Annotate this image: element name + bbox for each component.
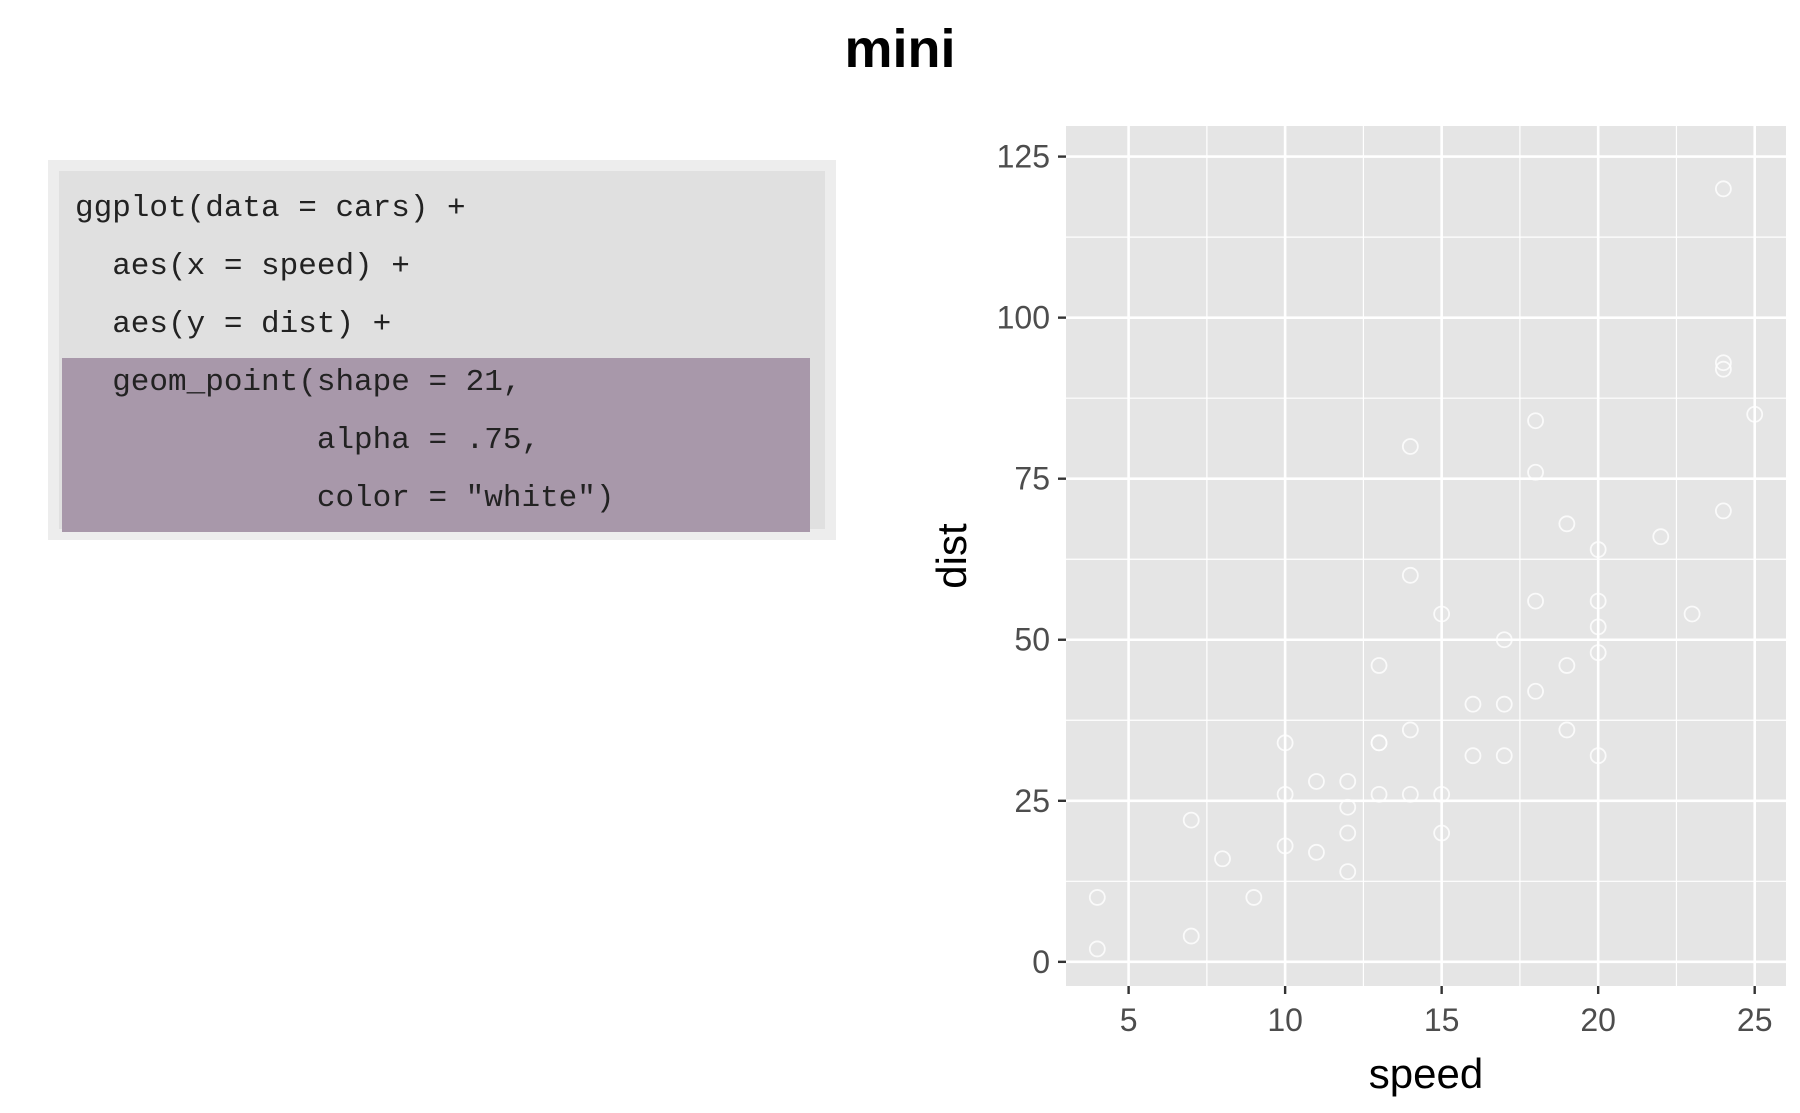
- data-point: [1527, 412, 1544, 430]
- data-point: [1401, 785, 1419, 803]
- data-point: [1495, 631, 1513, 649]
- code-line: ggplot(data = cars) +: [75, 191, 466, 226]
- plot-panel: [1066, 126, 1786, 986]
- data-point: [1088, 940, 1106, 958]
- data-point: [1589, 592, 1607, 610]
- data-point: [1714, 180, 1732, 198]
- code-panel: ggplot(data = cars) + aes(x = speed) + a…: [48, 160, 836, 540]
- data-point: [1714, 354, 1732, 372]
- data-point: [1339, 798, 1357, 816]
- data-point: [1464, 695, 1482, 713]
- data-point: [1558, 515, 1576, 533]
- data-point: [1276, 837, 1294, 855]
- data-point: [1214, 850, 1231, 868]
- data-point: [1589, 541, 1607, 558]
- data-point: [1182, 811, 1200, 829]
- data-point: [1370, 657, 1388, 674]
- data-point: [1276, 785, 1294, 803]
- data-point: [1276, 734, 1294, 752]
- y-axis-label: dist: [928, 523, 975, 589]
- data-point: [1308, 843, 1325, 861]
- y-tick-label: 0: [1032, 944, 1050, 980]
- data-point: [1433, 785, 1451, 803]
- data-point: [1589, 747, 1607, 765]
- data-point: [1589, 618, 1607, 636]
- code-line: alpha = .75,: [75, 423, 541, 458]
- data-point: [1527, 682, 1544, 700]
- data-point: [1370, 785, 1388, 803]
- data-point: [1370, 734, 1388, 752]
- data-point: [1433, 605, 1451, 623]
- data-point: [1714, 360, 1732, 378]
- data-point: [1401, 438, 1419, 455]
- data-point: [1433, 824, 1451, 842]
- data-point: [1308, 773, 1325, 790]
- code-highlight: [62, 358, 810, 532]
- code-line: geom_point(shape = 21,: [75, 365, 522, 400]
- y-tick-label: 50: [1014, 622, 1050, 658]
- y-tick-label: 125: [997, 139, 1050, 175]
- code-line: color = "white"): [75, 481, 615, 516]
- x-tick-label: 10: [1267, 1002, 1303, 1038]
- data-point: [1401, 566, 1419, 584]
- y-tick-label: 100: [997, 300, 1050, 336]
- data-point: [1589, 644, 1607, 662]
- data-point: [1339, 863, 1357, 881]
- data-point: [1495, 695, 1513, 713]
- data-point: [1652, 528, 1670, 546]
- code-line: aes(y = dist) +: [75, 307, 392, 342]
- data-point: [1339, 824, 1357, 842]
- data-point: [1088, 889, 1106, 906]
- y-tick-label: 25: [1014, 783, 1050, 819]
- data-points: [1088, 180, 1764, 958]
- x-tick-label: 20: [1580, 1002, 1616, 1038]
- data-point: [1339, 773, 1357, 790]
- x-axis-label: speed: [1369, 1050, 1483, 1097]
- x-tick-label: 15: [1424, 1002, 1460, 1038]
- code-line: aes(x = speed) +: [75, 249, 410, 284]
- data-point: [1683, 605, 1701, 623]
- data-point: [1495, 747, 1513, 765]
- data-point: [1558, 721, 1576, 739]
- axes: 5 10 15 20 25 0 25 50 75 100 125: [997, 139, 1773, 1038]
- data-point: [1527, 463, 1544, 481]
- data-point: [1746, 405, 1764, 423]
- data-point: [1464, 747, 1482, 765]
- data-point: [1401, 721, 1419, 739]
- x-tick-label: 5: [1120, 1002, 1138, 1038]
- data-point: [1182, 927, 1200, 945]
- data-point: [1714, 502, 1732, 520]
- x-tick-label: 25: [1737, 1002, 1773, 1038]
- grid-minor: [1066, 126, 1786, 986]
- page-title: mini: [844, 19, 956, 79]
- data-point: [1527, 592, 1544, 610]
- code-block: ggplot(data = cars) + aes(x = speed) + a…: [59, 171, 825, 532]
- data-point: [1558, 657, 1576, 674]
- data-point: [1245, 889, 1263, 906]
- y-tick-label: 75: [1014, 461, 1050, 497]
- grid-major: [1066, 126, 1786, 986]
